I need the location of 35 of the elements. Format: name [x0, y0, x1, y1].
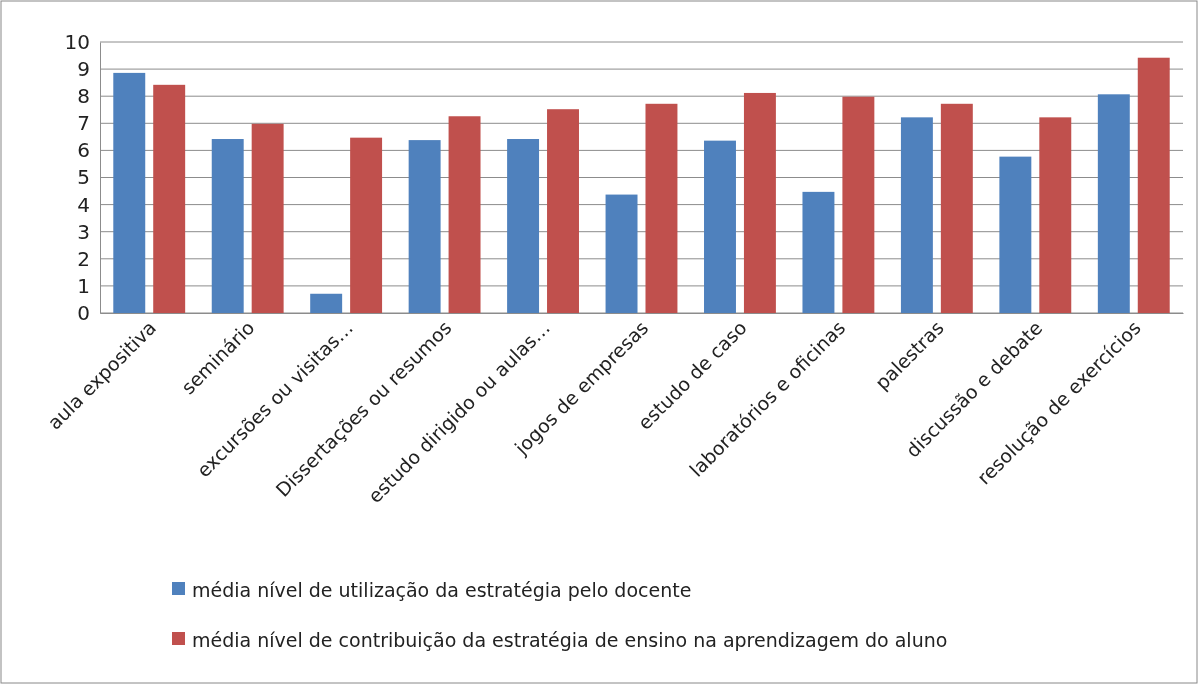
bar: [1097, 94, 1130, 313]
bar: [645, 103, 678, 313]
y-tick-label: 4: [77, 192, 90, 217]
bar: [605, 194, 638, 313]
bar: [842, 96, 875, 313]
bar: [1039, 117, 1072, 313]
bar: [743, 92, 776, 313]
bar: [704, 140, 736, 313]
y-tick-label: 10: [64, 29, 90, 54]
bar: [940, 103, 973, 313]
bar: [900, 117, 933, 313]
y-tick-label: 2: [77, 246, 90, 271]
bar: [211, 139, 244, 313]
y-tick-label: 8: [77, 84, 90, 109]
y-tick-label: 1: [77, 273, 90, 298]
bar: [547, 109, 579, 313]
bar: [153, 84, 186, 313]
bar: [310, 293, 343, 313]
y-tick-label: 9: [77, 57, 90, 81]
bar: [1137, 57, 1170, 313]
bar: [448, 116, 481, 313]
bar: [113, 72, 146, 313]
bar: [251, 123, 284, 313]
y-tick-label: 0: [77, 300, 90, 325]
bar: [802, 191, 835, 313]
y-tick-label: 6: [77, 138, 90, 163]
legend-label: média nível de contribuição da estratégia de ensino na aprendizagem do aluno: [192, 628, 948, 651]
bar: [408, 140, 441, 313]
y-tick-label: 5: [77, 165, 90, 190]
y-tick-label: 3: [77, 219, 90, 244]
bar: [350, 137, 383, 313]
bar: [999, 156, 1032, 313]
legend-label: média nível de utilização da estratégia pelo docente: [192, 578, 692, 601]
y-tick-label: 7: [77, 111, 90, 136]
bar: [507, 139, 540, 313]
